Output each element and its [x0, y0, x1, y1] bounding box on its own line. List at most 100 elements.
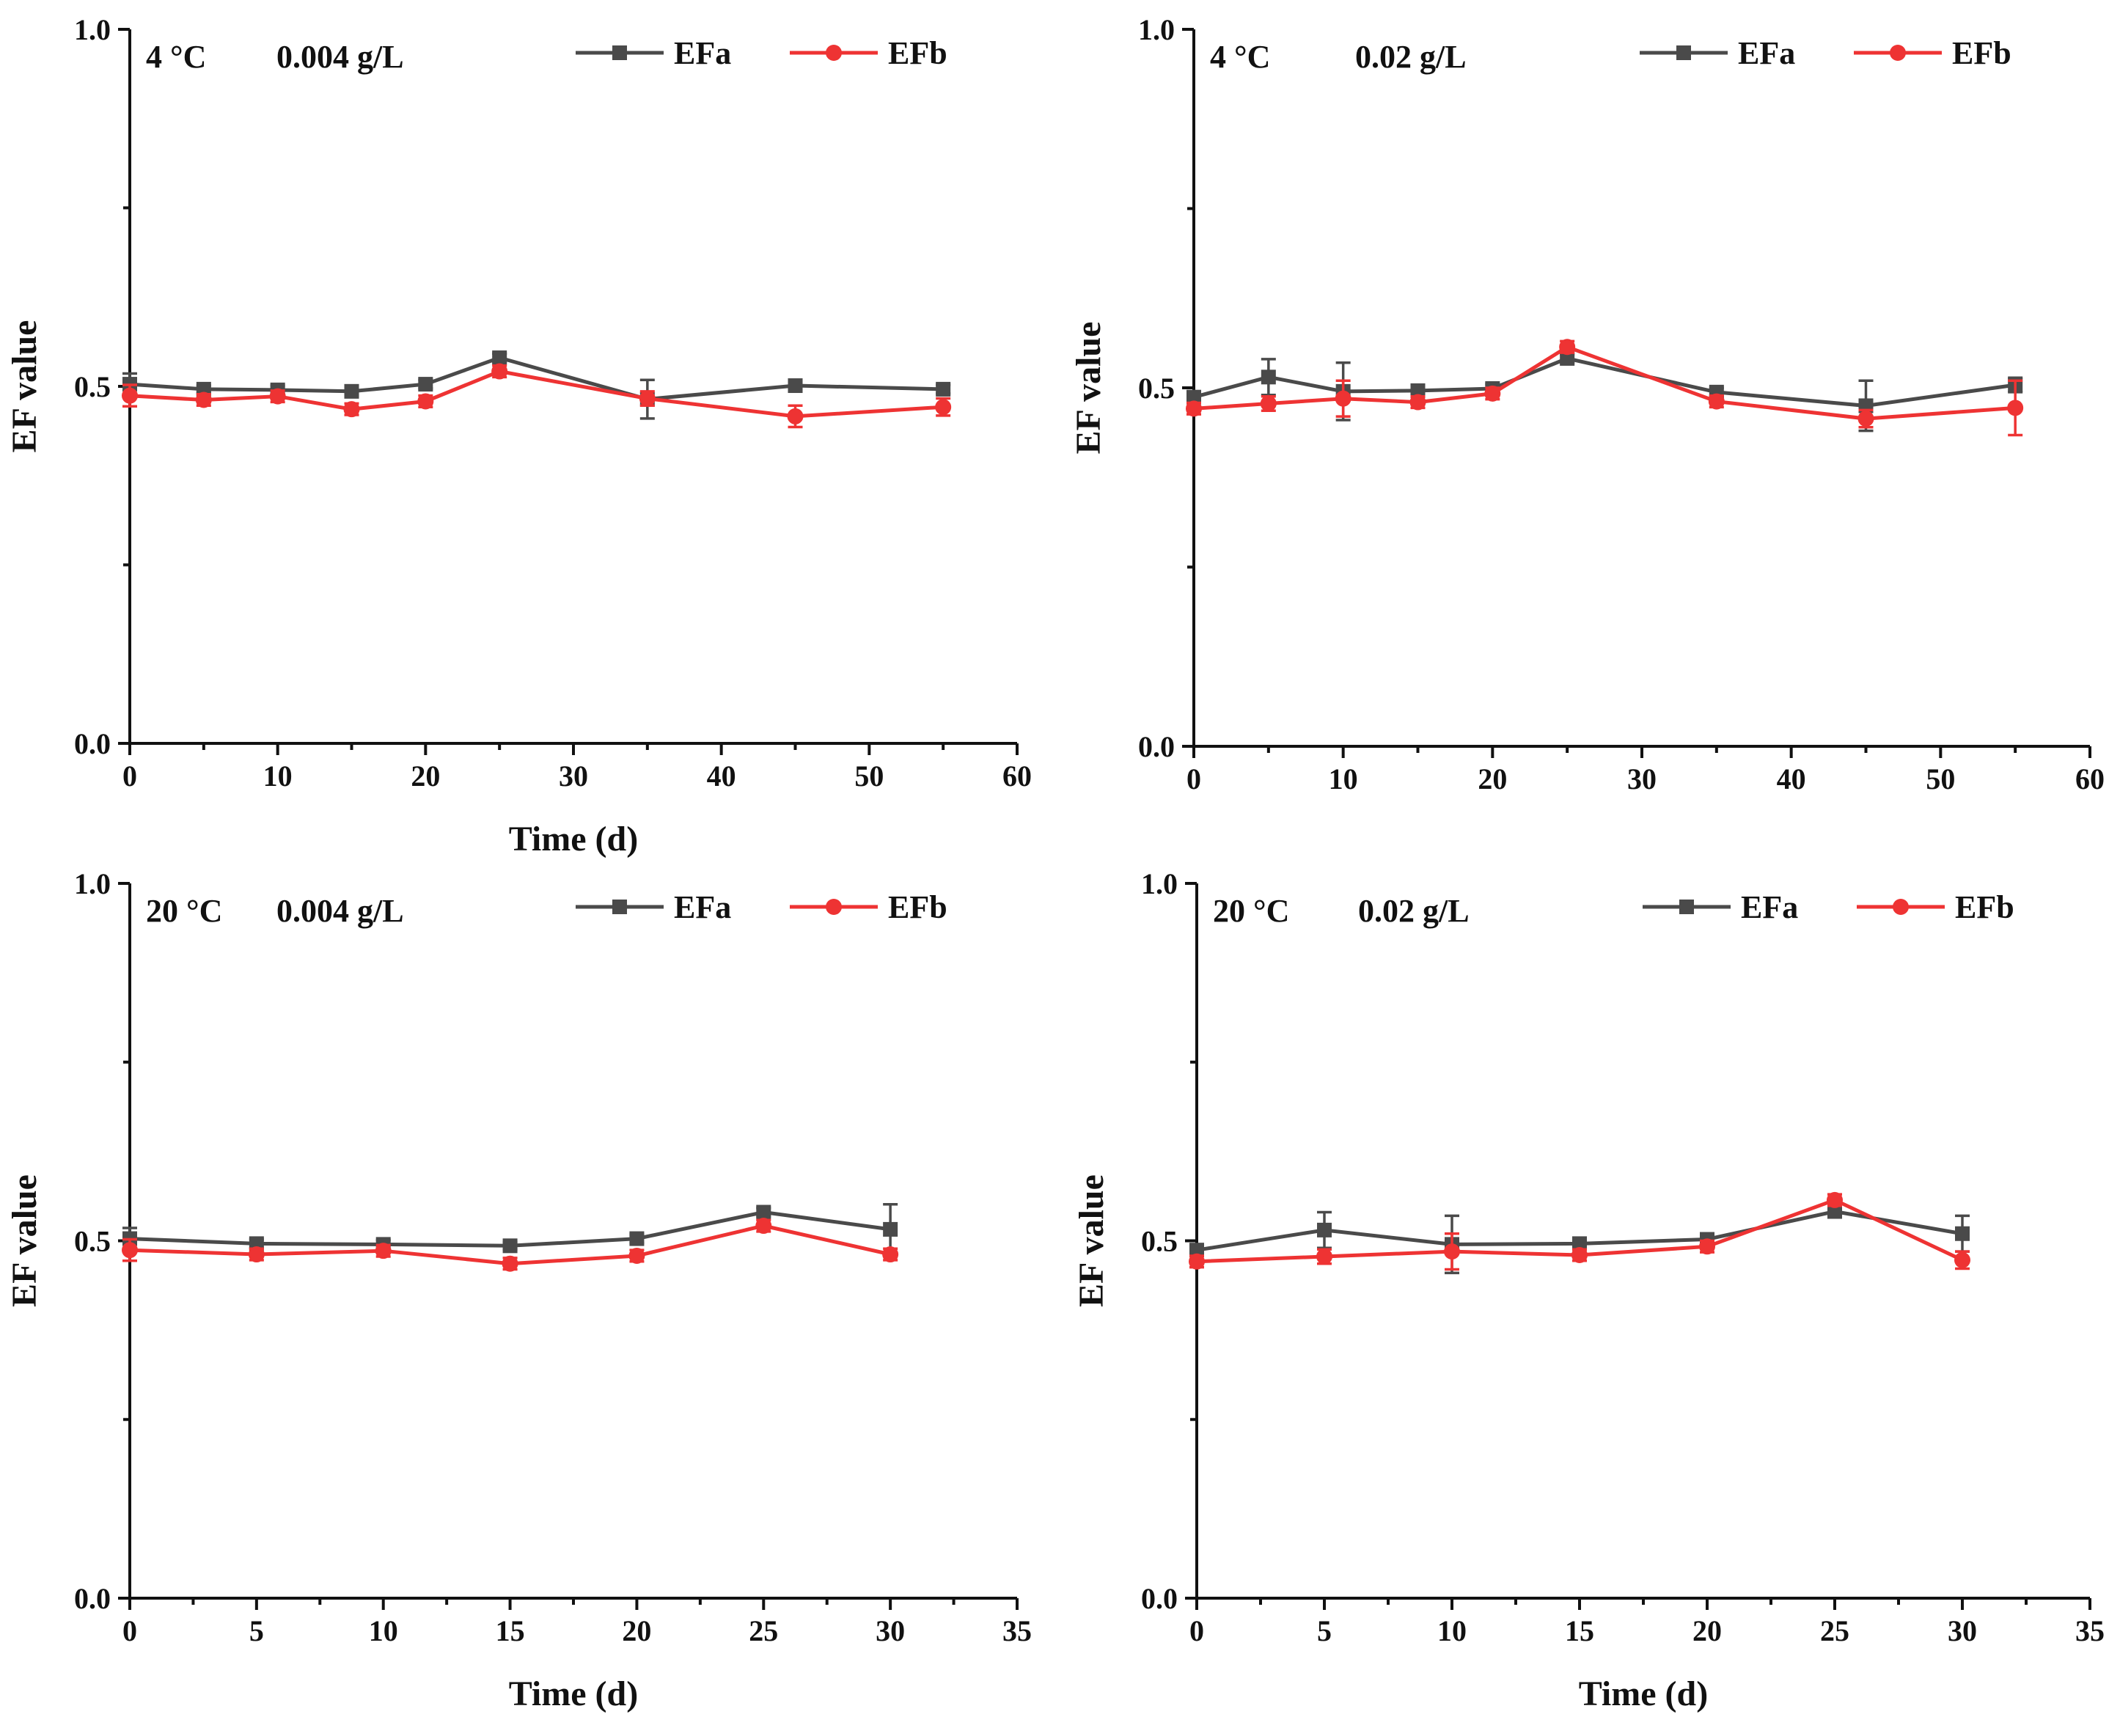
data-point-efb [343, 401, 360, 418]
panel-4-x-label: Time (d) [1579, 1674, 1708, 1713]
x-tick-label: 20 [1692, 1614, 1722, 1647]
data-point-efa [1827, 1204, 1842, 1219]
y-tick-label: 0.5 [74, 370, 111, 403]
panel-4-y-ticks: 0.0 0.5 1.0 [1141, 867, 1197, 1615]
series-line-efb [1193, 345, 2016, 421]
panel-4: 0 5 10 15 20 25 30 35 0.0 0.5 1.0 Time (d) EF val… [1072, 867, 2105, 1713]
x-tick-label: 15 [1565, 1614, 1594, 1647]
data-point-efb [1316, 1248, 1332, 1265]
x-tick-label: 40 [707, 760, 736, 792]
data-point-efa [492, 350, 507, 366]
data-point-efa [1317, 1222, 1332, 1237]
panel-4-plot-area [1189, 1191, 1970, 1275]
data-point-efa [1410, 383, 1426, 398]
x-tick-label: 25 [1820, 1614, 1849, 1647]
panel-1-y-label: EF value [5, 320, 44, 453]
data-point-efb [628, 1247, 645, 1264]
data-point-efb [755, 1218, 772, 1235]
panel-3-plot-area [122, 1203, 899, 1272]
panel-2-temperature: 4 °C [1210, 39, 1270, 75]
data-point-efa [344, 383, 359, 399]
data-point-efb [1335, 390, 1351, 407]
x-tick-label: 35 [1002, 1614, 1032, 1647]
data-point-efb [1954, 1251, 1970, 1268]
y-tick-label: 1.0 [1138, 13, 1175, 46]
panel-1-temperature: 4 °C [146, 39, 206, 75]
data-point-efb [2007, 400, 2024, 416]
panel-2-y-label: EF value [1069, 322, 1108, 455]
y-tick-label: 0.0 [1138, 730, 1175, 763]
y-tick-label: 1.0 [1141, 867, 1178, 900]
panel-1-plot-area [122, 350, 952, 429]
x-tick-label: 25 [749, 1614, 778, 1647]
panel-1-legend: EFa EFb [576, 35, 947, 71]
data-point-efb [122, 387, 138, 404]
series-efb [1186, 339, 2024, 437]
panel-3-legend-efb: EFb [790, 889, 947, 925]
data-point-efb [195, 391, 212, 408]
data-point-efb [1186, 400, 1202, 417]
panel-2-x-ticks: 0 10 20 30 40 50 60 [1186, 746, 2105, 795]
data-point-efa [418, 377, 433, 392]
data-point-efa [502, 1238, 518, 1254]
y-tick-label: 1.0 [74, 867, 111, 900]
data-point-efb [882, 1246, 899, 1263]
y-tick-label: 1.0 [74, 13, 111, 46]
x-tick-label: 20 [1478, 762, 1507, 795]
legend-label-efa: EFa [674, 35, 731, 71]
data-point-efb [1484, 385, 1501, 402]
panel-2: 0 10 20 30 40 50 60 0.0 0.5 1.0 EF value 4 °C 0.… [1069, 13, 2105, 795]
data-point-efb [1559, 339, 1576, 356]
y-tick-label: 0.5 [74, 1225, 111, 1258]
x-tick-label: 10 [1437, 1614, 1467, 1647]
series-efa [122, 350, 951, 420]
x-tick-label: 0 [1189, 1614, 1204, 1647]
panel-3: 0 5 10 15 20 25 30 35 0.0 0.5 1.0 Time (d) EF val… [5, 867, 1032, 1713]
data-point-efb [935, 399, 952, 416]
x-tick-label: 20 [622, 1614, 651, 1647]
panel-3-x-label: Time (d) [509, 1674, 638, 1713]
x-tick-label: 0 [1186, 762, 1201, 795]
data-point-efb [1699, 1238, 1715, 1255]
data-point-efa [788, 378, 803, 394]
panel-3-temperature: 20 °C [146, 893, 222, 929]
data-point-efa [629, 1231, 645, 1246]
data-point-efb [787, 408, 804, 424]
panel-1-concentration: 0.004 g/L [276, 39, 404, 75]
x-tick-label: 40 [1777, 762, 1806, 795]
panel-2-legend: EFa EFb [1640, 35, 2011, 71]
panel-2-legend-efb: EFb [1854, 35, 2011, 71]
data-point-efa [1189, 1243, 1204, 1258]
data-point-efb [491, 363, 508, 380]
legend-label-efb: EFb [888, 35, 947, 71]
data-point-efb [1708, 393, 1725, 410]
x-tick-label: 5 [249, 1614, 264, 1647]
panel-3-legend-efa: EFa [576, 889, 731, 925]
data-point-efb [639, 390, 656, 407]
panel-4-temperature: 20 °C [1213, 893, 1289, 929]
data-point-efb [1444, 1243, 1460, 1260]
x-tick-label: 30 [559, 760, 588, 792]
panel-1-x-ticks: 0 10 20 30 40 50 60 [122, 743, 1032, 792]
panel-1-legend-efb: EFb [790, 35, 947, 71]
x-tick-label: 0 [122, 760, 137, 792]
data-point-efa [1261, 369, 1276, 385]
legend-marker-circle [1893, 899, 1909, 915]
data-point-efa [936, 381, 951, 397]
x-tick-label: 60 [2075, 762, 2105, 795]
panel-3-concentration: 0.004 g/L [276, 893, 404, 929]
x-tick-label: 5 [1317, 1614, 1332, 1647]
panel-2-plot-area [1186, 339, 2024, 437]
data-point-efa [1955, 1226, 1970, 1241]
y-tick-label: 0.5 [1138, 372, 1175, 405]
x-tick-label: 30 [876, 1614, 905, 1647]
panel-3-y-label: EF value [5, 1174, 44, 1307]
x-tick-label: 10 [369, 1614, 398, 1647]
panel-4-concentration: 0.02 g/L [1358, 893, 1470, 929]
data-point-efb [122, 1242, 138, 1259]
legend-label-efa: EFa [674, 889, 731, 925]
panel-1-x-label: Time (d) [509, 820, 638, 858]
data-point-efb [1189, 1253, 1205, 1270]
panel-3-y-ticks: 0.0 0.5 1.0 [74, 867, 130, 1615]
